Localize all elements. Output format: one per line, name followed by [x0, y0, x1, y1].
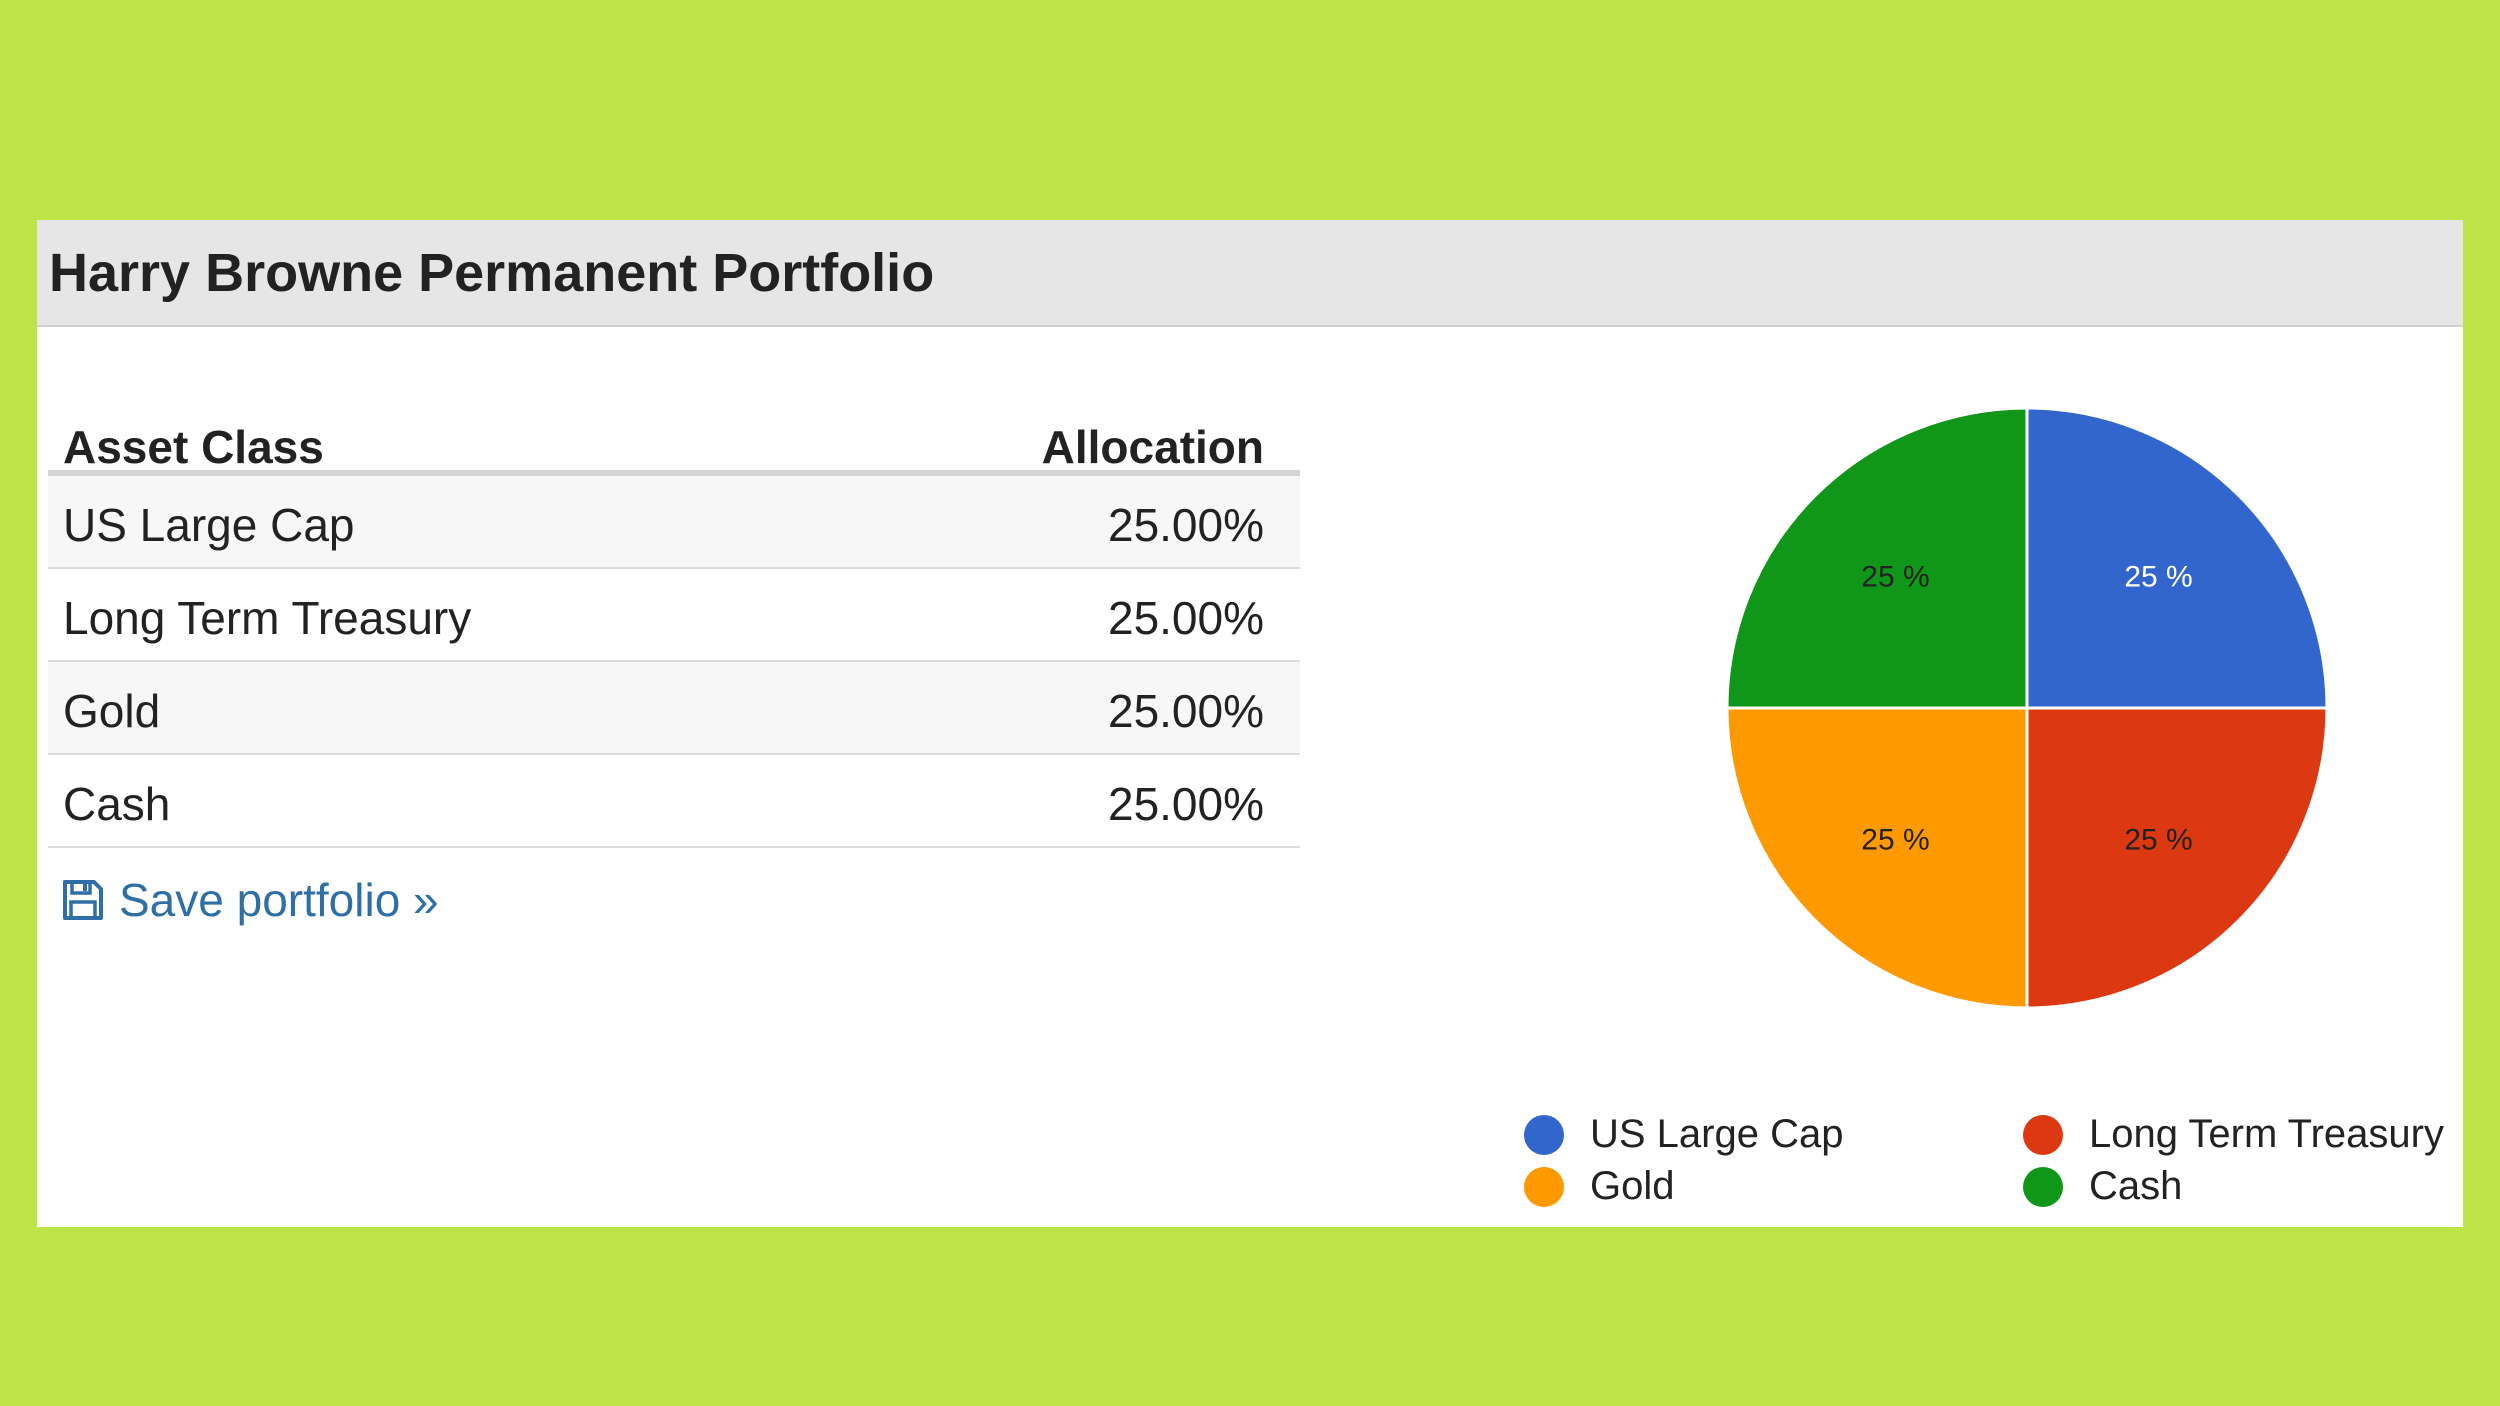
table-row: Cash 25.00% — [48, 755, 1300, 848]
legend-item-long-term-treasury: Long Term Treasury — [2023, 1112, 2444, 1157]
legend-swatch-cash — [2023, 1166, 2063, 1207]
page-title: Harry Browne Permanent Portfolio — [49, 243, 935, 303]
allocation-cell: 25.00% — [1107, 685, 1264, 737]
legend-label: Cash — [2089, 1164, 2183, 1208]
pie-slice-label: 25 % — [1861, 560, 1929, 593]
allocation-cell: 25.00% — [1107, 592, 1264, 644]
save-portfolio-link[interactable]: Save portfolio » — [61, 870, 439, 930]
pie-slice-label: 25 % — [2124, 824, 2192, 857]
allocation-cell: 25.00% — [1107, 778, 1264, 830]
allocation-pie-chart: 25 % 25 % 25 % 25 % — [1637, 390, 2463, 1227]
allocation-cell: 25.00% — [1107, 499, 1264, 551]
panel-header: Harry Browne Permanent Portfolio — [37, 220, 2463, 327]
table-row: Long Term Treasury 25.00% — [48, 569, 1300, 662]
table-row: Gold 25.00% — [48, 662, 1300, 755]
legend-item-us-large-cap: US Large Cap — [1524, 1112, 1843, 1157]
legend-label: Gold — [1590, 1164, 1675, 1208]
pie-slice-cash — [1725, 406, 2029, 710]
pie-slice-long-term-treasury — [2025, 706, 2329, 1010]
legend-item-gold: Gold — [1524, 1164, 1675, 1209]
table-row: US Large Cap 25.00% — [48, 476, 1300, 569]
pie-slice-label: 25 % — [1861, 824, 1929, 857]
portfolio-panel: Harry Browne Permanent Portfolio Asset C… — [37, 220, 2463, 1227]
floppy-disk-icon — [61, 878, 105, 922]
legend-swatch-gold — [1524, 1166, 1564, 1207]
pie-slice-label: 25 % — [2124, 560, 2192, 593]
column-header-allocation: Allocation — [1041, 421, 1264, 473]
asset-cell: Gold — [63, 685, 161, 737]
pie-slice-gold — [1725, 706, 2029, 1010]
save-portfolio-label: Save portfolio » — [119, 874, 439, 926]
asset-cell: Cash — [63, 778, 171, 830]
legend-swatch-us-large-cap — [1524, 1114, 1564, 1155]
column-header-asset-class: Asset Class — [63, 421, 324, 473]
chart-legend: US Large Cap Long Term Treasury Gold Cas… — [1524, 1112, 2463, 1222]
legend-label: US Large Cap — [1590, 1112, 1844, 1156]
legend-item-cash: Cash — [2023, 1164, 2182, 1209]
legend-swatch-long-term-treasury — [2023, 1114, 2063, 1155]
pie-chart-svg: 25 % 25 % 25 % 25 % — [1725, 406, 2329, 1010]
legend-label: Long Term Treasury — [2089, 1112, 2444, 1156]
table-header-row: Asset Class Allocation — [48, 390, 1300, 476]
asset-cell: US Large Cap — [63, 499, 355, 551]
pie-slice-us-large-cap — [2025, 406, 2329, 710]
asset-cell: Long Term Treasury — [63, 592, 472, 644]
allocation-table: Asset Class Allocation US Large Cap 25.0… — [48, 390, 1300, 848]
